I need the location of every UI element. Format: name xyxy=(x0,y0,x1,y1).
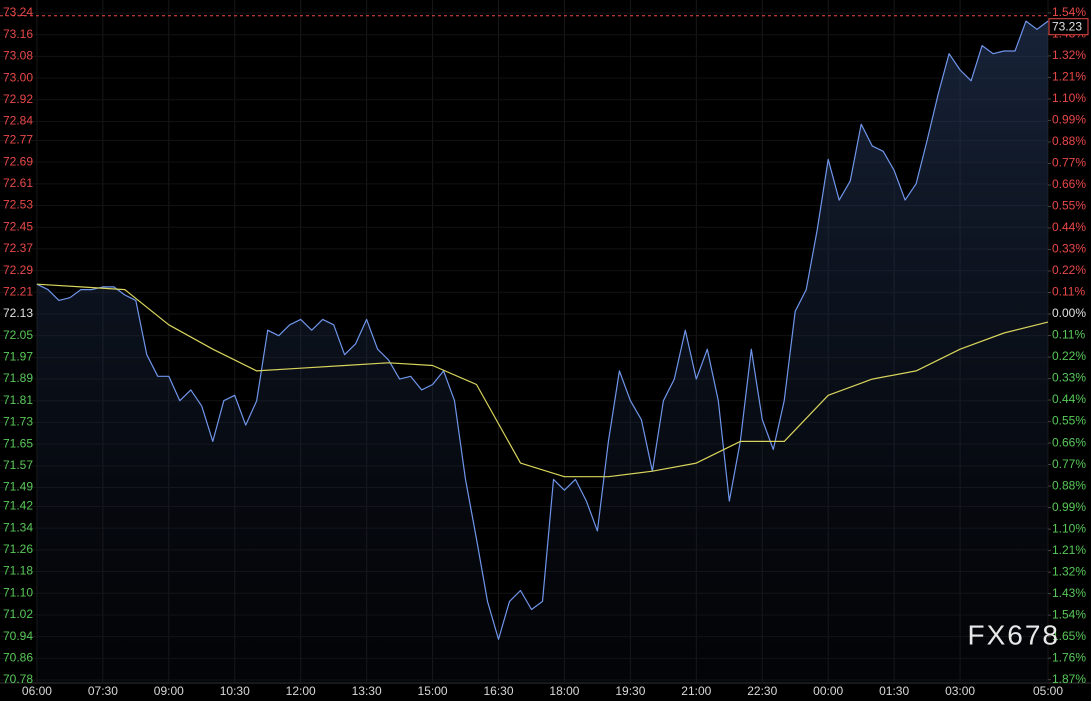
y-tick-label: 70.86 xyxy=(3,650,33,664)
y2-tick-label: 1.43% xyxy=(1052,586,1086,600)
x-tick-label: 22:30 xyxy=(747,684,777,698)
y-tick-label: 71.26 xyxy=(3,542,33,556)
y2-tick-label: 0.55% xyxy=(1052,414,1086,428)
watermark: FX678 xyxy=(968,619,1061,650)
y-tick-label: 71.34 xyxy=(3,520,33,534)
y-tick-label: 72.29 xyxy=(3,263,33,277)
y2-tick-label: 1.54% xyxy=(1052,5,1086,19)
x-tick-label: 21:00 xyxy=(681,684,711,698)
x-tick-label: 10:30 xyxy=(220,684,250,698)
y-tick-label: 71.02 xyxy=(3,607,33,621)
x-tick-label: 05:00 xyxy=(1033,684,1063,698)
y-tick-label: 72.21 xyxy=(3,284,33,298)
y-tick-label: 72.77 xyxy=(3,133,33,147)
y2-tick-label: 1.10% xyxy=(1052,91,1086,105)
last-price-box xyxy=(1048,18,1089,36)
y-tick-label: 72.61 xyxy=(3,176,33,190)
y-tick-label: 73.16 xyxy=(3,27,33,41)
y-tick-label: 71.65 xyxy=(3,436,33,450)
y-tick-label: 70.78 xyxy=(3,672,33,686)
y-tick-label: 71.42 xyxy=(3,499,33,513)
y2-tick-label: 0.77% xyxy=(1052,156,1086,170)
y-tick-label: 71.49 xyxy=(3,480,33,494)
y2-tick-label: 1.65% xyxy=(1052,629,1086,643)
y2-tick-label: 0.88% xyxy=(1052,134,1086,148)
y-tick-label: 70.94 xyxy=(3,629,33,643)
price-area xyxy=(36,21,1048,684)
y2-tick-label: 0.44% xyxy=(1052,220,1086,234)
y2-tick-label: 1.54% xyxy=(1052,607,1086,621)
y-tick-label: 73.08 xyxy=(3,49,33,63)
x-tick-label: 01:30 xyxy=(879,684,909,698)
y-tick-label: 71.73 xyxy=(3,415,33,429)
x-tick-label: 06:00 xyxy=(22,684,52,698)
y2-tick-label: 0.22% xyxy=(1052,263,1086,277)
y-tick-label: 72.84 xyxy=(3,114,33,128)
y2-tick-label: 0.66% xyxy=(1052,435,1086,449)
x-tick-label: 03:00 xyxy=(945,684,975,698)
y2-tick-label: 0.22% xyxy=(1052,349,1086,363)
y-tick-label: 72.92 xyxy=(3,92,33,106)
y2-tick-label: 0.00% xyxy=(1052,306,1086,320)
y2-tick-label: 1.21% xyxy=(1052,543,1086,557)
y-tick-label: 72.53 xyxy=(3,198,33,212)
price-line xyxy=(36,20,1049,640)
y2-tick-label: 1.10% xyxy=(1052,521,1086,535)
x-tick-label: 12:00 xyxy=(286,684,316,698)
y2-tick-label: 0.66% xyxy=(1052,177,1086,191)
y-tick-label: 72.13 xyxy=(3,306,33,320)
y2-tick-label: 1.87% xyxy=(1052,672,1086,686)
y-tick-label: 73.24 xyxy=(3,5,33,19)
y2-tick-label: 0.44% xyxy=(1052,392,1086,406)
y2-tick-label: 0.11% xyxy=(1052,328,1085,342)
x-tick-label: 15:00 xyxy=(418,684,448,698)
y2-tick-label: 1.21% xyxy=(1052,70,1086,84)
y-tick-label: 72.45 xyxy=(3,219,33,233)
y2-tick-label: 0.99% xyxy=(1052,500,1086,514)
average-line xyxy=(36,283,1049,478)
y2-tick-label: 1.32% xyxy=(1052,564,1086,578)
y-tick-label: 71.18 xyxy=(3,564,33,578)
y-tick-label: 71.10 xyxy=(3,585,33,599)
y-tick-label: 72.05 xyxy=(3,328,33,342)
x-tick-label: 18:00 xyxy=(549,684,579,698)
x-tick-label: 16:30 xyxy=(483,684,513,698)
y2-tick-label: 0.99% xyxy=(1052,113,1086,127)
y-tick-label: 71.89 xyxy=(3,371,33,385)
y-tick-label: 72.37 xyxy=(3,241,33,255)
y2-tick-label: 0.55% xyxy=(1052,199,1086,213)
last-price-label: 73.23 xyxy=(1052,19,1082,33)
y2-tick-label: 0.33% xyxy=(1052,242,1086,256)
x-tick-label: 13:30 xyxy=(352,684,382,698)
x-tick-label: 19:30 xyxy=(615,684,645,698)
y-tick-label: 71.81 xyxy=(3,393,33,407)
y-tick-label: 71.57 xyxy=(3,458,33,472)
y2-tick-label: 1.32% xyxy=(1052,48,1086,62)
x-tick-label: 00:00 xyxy=(813,684,843,698)
y2-tick-label: 0.77% xyxy=(1052,457,1086,471)
x-tick-label: 09:00 xyxy=(154,684,184,698)
y-tick-label: 72.69 xyxy=(3,154,33,168)
y-tick-label: 73.00 xyxy=(3,70,33,84)
y2-tick-label: 1.76% xyxy=(1052,650,1086,664)
y2-tick-label: 0.88% xyxy=(1052,478,1086,492)
x-tick-label: 07:30 xyxy=(88,684,118,698)
y-tick-label: 71.97 xyxy=(3,350,33,364)
y2-tick-label: 0.11% xyxy=(1052,285,1085,299)
y2-tick-label: 0.33% xyxy=(1052,371,1086,385)
